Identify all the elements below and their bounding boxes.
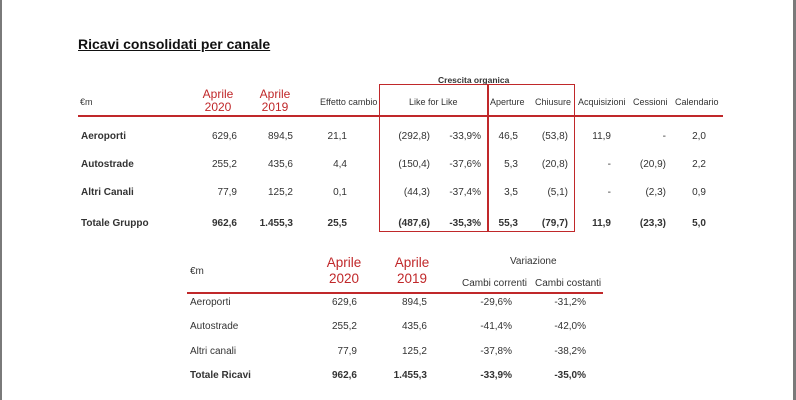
cell-eff: 21,1: [327, 131, 347, 142]
cell-a2020: 629,6: [211, 131, 237, 142]
cell-acq: -: [607, 187, 611, 198]
col-current-fx-header: Cambi correnti: [462, 278, 528, 289]
cell-acq: 11,9: [592, 218, 611, 229]
page-title: Ricavi consolidati per canale: [78, 36, 271, 52]
col-constant-fx-header: Cambi costanti: [535, 278, 602, 289]
cell-lfl: (292,8): [398, 131, 430, 142]
organic-growth-header: Crescita organica: [438, 75, 510, 85]
cell-acq: -: [607, 159, 611, 170]
cell-ces: (2,3): [645, 187, 666, 198]
cell-a2019: 125,2: [267, 187, 293, 198]
cell-a2019: 435,6: [401, 321, 427, 332]
col-closures-header: Chiusure: [535, 97, 572, 107]
cell-a2020: 77,9: [217, 187, 237, 198]
cell-cal: 5,0: [692, 218, 706, 229]
cell-lflpct: -37,6%: [449, 159, 481, 170]
cell-lflpct: -35,3%: [449, 218, 481, 229]
cell-a2019: 1.455,3: [259, 218, 293, 229]
col-april-2019-header: Aprile 2019: [259, 87, 291, 114]
cell-eff: 25,5: [327, 218, 347, 229]
cell-cor: -37,8%: [480, 346, 512, 357]
row-label: Altri canali: [190, 346, 237, 357]
row-label: Autostrade: [81, 159, 134, 170]
col-acquisitions-header: Acquisizioni: [578, 97, 626, 107]
cell-cos: -42,0%: [554, 321, 586, 332]
cell-a2020: 77,9: [337, 346, 357, 357]
cell-a2020: 962,6: [211, 218, 237, 229]
unit-label-2: €m: [190, 266, 204, 277]
cell-lflpct: -33,9%: [449, 131, 481, 142]
col-disposals-header: Cessioni: [633, 97, 668, 107]
table1-header-rule: [78, 115, 723, 117]
lfl-highlight-box: [379, 84, 489, 232]
cell-cor: -33,9%: [480, 370, 512, 381]
row-label: Aeroporti: [190, 297, 231, 308]
cell-ces: (23,3): [639, 218, 666, 229]
cell-chi: (5,1): [547, 187, 568, 198]
cell-a2019: 125,2: [401, 346, 427, 357]
t2-col-april-2019-header: Aprile 2019: [394, 255, 430, 286]
cell-acq: 11,9: [592, 131, 611, 142]
cell-lfl: (150,4): [398, 159, 430, 170]
cell-cor: -29,6%: [480, 297, 512, 308]
cell-ape: 55,3: [498, 218, 518, 229]
cell-ape: 5,3: [504, 159, 518, 170]
table2-header-rule: [187, 292, 603, 294]
cell-ape: 46,5: [498, 131, 518, 142]
cell-a2019: 894,5: [267, 131, 293, 142]
cell-a2020: 255,2: [211, 159, 237, 170]
col-lfl-header: Like for Like: [409, 97, 458, 107]
cell-lfl: (44,3): [403, 187, 430, 198]
cell-a2019: 1.455,3: [393, 370, 427, 381]
cell-eff: 0,1: [333, 187, 347, 198]
col-fx-effect-header: Effetto cambio: [320, 97, 378, 107]
cell-a2020: 255,2: [331, 321, 357, 332]
cell-cal: 2,2: [692, 159, 706, 170]
row-label: Aeroporti: [81, 131, 126, 142]
cell-cal: 2,0: [692, 131, 706, 142]
page-edge-right: [793, 0, 796, 400]
col-openings-header: Aperture: [490, 97, 525, 107]
cell-eff: 4,4: [333, 159, 347, 170]
unit-label: €m: [80, 97, 93, 107]
cell-cos: -38,2%: [554, 346, 586, 357]
page-edge-left: [0, 0, 2, 400]
cell-cor: -41,4%: [480, 321, 512, 332]
openings-closures-highlight-box: [487, 84, 575, 232]
col-april-2020-header: Aprile 2020: [202, 87, 234, 114]
variation-header: Variazione: [510, 256, 557, 267]
row-label: Totale Ricavi: [190, 370, 251, 381]
row-label: Altri Canali: [81, 187, 134, 198]
cell-ces: -: [662, 131, 666, 142]
cell-cos: -35,0%: [554, 370, 586, 381]
cell-ape: 3,5: [504, 187, 518, 198]
cell-a2020: 629,6: [331, 297, 357, 308]
cell-a2019: 435,6: [267, 159, 293, 170]
row-label: Autostrade: [190, 321, 239, 332]
cell-lfl: (487,6): [398, 218, 430, 229]
cell-a2019: 894,5: [401, 297, 427, 308]
cell-ces: (20,9): [639, 159, 666, 170]
cell-cal: 0,9: [692, 187, 706, 198]
col-calendar-header: Calendario: [675, 97, 719, 107]
row-label: Totale Gruppo: [81, 218, 149, 229]
t2-col-april-2020-header: Aprile 2020: [326, 255, 362, 286]
cell-chi: (53,8): [541, 131, 568, 142]
cell-a2020: 962,6: [331, 370, 357, 381]
cell-lflpct: -37,4%: [449, 187, 481, 198]
cell-chi: (20,8): [541, 159, 568, 170]
cell-chi: (79,7): [541, 218, 568, 229]
cell-cos: -31,2%: [554, 297, 586, 308]
